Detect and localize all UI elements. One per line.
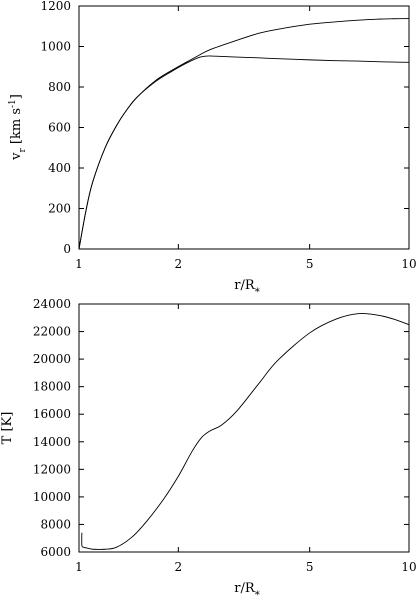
temperature-y-tick-label: 18000 <box>33 380 71 394</box>
temperature-y-tick-label: 14000 <box>33 435 71 449</box>
temperature-y-tick-label: 12000 <box>33 462 71 476</box>
temperature-x-tick-label: 10 <box>401 560 416 574</box>
temperature-x-axis-label: r/R* <box>234 581 259 598</box>
temperature-series-line-1 <box>81 312 410 550</box>
temperature-y-axis-label: T [K] <box>0 412 15 445</box>
velocity-x-tick-label: 10 <box>401 257 416 271</box>
temperature-x-tick-label: 5 <box>306 560 314 574</box>
velocity-y-tick-label: 800 <box>48 80 71 94</box>
velocity-plot-frame <box>78 5 410 250</box>
velocity-ticks: 0 200 400 600 800 1000 1200 1 2 5 10 <box>40 0 416 271</box>
temperature-y-tick-label: 10000 <box>33 490 71 504</box>
velocity-y-tick-label: 0 <box>63 242 71 256</box>
temperature-y-tick-label: 6000 <box>40 545 71 559</box>
velocity-y-tick-label: 600 <box>48 121 71 135</box>
temperature-y-tick-label: 24000 <box>33 297 71 311</box>
temperature-ticks: 6000800010000120001400016000180002000022… <box>33 297 417 574</box>
velocity-series-line-1 <box>78 18 410 250</box>
velocity-x-tick-label: 5 <box>306 257 314 271</box>
velocity-x-tick-label: 2 <box>175 257 183 271</box>
temperature-y-tick-label: 16000 <box>33 407 71 421</box>
velocity-series-group <box>78 18 410 250</box>
temperature-y-tick-label: 8000 <box>40 517 71 531</box>
velocity-x-tick-label: 1 <box>75 257 83 271</box>
velocity-y-tick-label: 1200 <box>40 0 71 13</box>
velocity-y-tick-label: 200 <box>48 202 71 216</box>
temperature-x-tick-label: 1 <box>75 560 83 574</box>
temperature-y-tick-label: 20000 <box>33 352 71 366</box>
velocity-series-line-2 <box>78 55 410 250</box>
temperature-series-group <box>81 312 410 550</box>
velocity-y-tick-label: 1000 <box>40 40 71 54</box>
temperature-plot-frame <box>78 303 410 553</box>
temperature-chart: 6000800010000120001400016000180002000022… <box>0 297 417 598</box>
temperature-y-tick-label: 22000 <box>33 325 71 339</box>
temperature-x-tick-label: 2 <box>175 560 183 574</box>
velocity-x-axis-label: r/R* <box>234 278 259 298</box>
velocity-chart: 0 200 400 600 800 1000 1200 1 2 5 10 vr [km s-1] r… <box>8 0 417 298</box>
velocity-y-tick-label: 400 <box>48 161 71 175</box>
velocity-y-axis-label: vr [km s-1] <box>8 94 28 161</box>
